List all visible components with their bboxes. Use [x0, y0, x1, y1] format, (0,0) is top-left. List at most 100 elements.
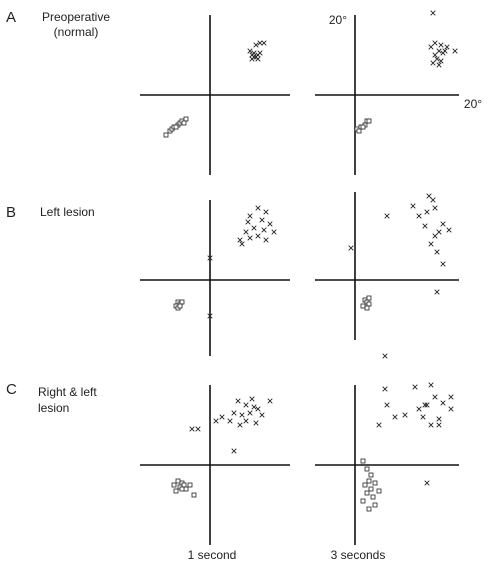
square-marker — [360, 458, 366, 464]
x-marker — [237, 237, 243, 243]
x-marker — [424, 402, 430, 408]
square-marker — [360, 498, 366, 504]
column-label: 1 second — [188, 548, 237, 562]
row-label: Preoperative — [42, 10, 110, 24]
square-marker — [171, 482, 177, 488]
x-marker — [448, 394, 454, 400]
x-marker — [432, 233, 438, 239]
x-marker — [438, 58, 444, 64]
square-marker — [181, 120, 187, 126]
x-marker — [251, 225, 257, 231]
x-marker — [213, 418, 219, 424]
x-marker — [207, 255, 213, 261]
x-marker — [434, 56, 440, 62]
x-marker — [430, 60, 436, 66]
x-marker — [422, 402, 428, 408]
x-marker — [243, 229, 249, 235]
x-marker — [227, 418, 233, 424]
square-marker — [370, 494, 376, 500]
square-marker — [179, 299, 185, 305]
square-marker — [181, 482, 187, 488]
square-marker — [175, 478, 181, 484]
x-marker — [255, 233, 261, 239]
x-marker — [257, 40, 263, 46]
x-marker — [384, 213, 390, 219]
x-marker — [255, 205, 261, 211]
x-marker — [231, 410, 237, 416]
square-marker — [191, 492, 197, 498]
square-marker — [368, 472, 374, 478]
x-marker — [247, 410, 253, 416]
square-marker — [372, 480, 378, 486]
x-marker — [436, 416, 442, 422]
row-label: (normal) — [54, 25, 99, 39]
square-marker — [368, 486, 374, 492]
square-marker — [183, 486, 189, 492]
square-marker — [366, 506, 372, 512]
x-marker — [261, 40, 267, 46]
x-marker — [426, 193, 432, 199]
x-marker — [410, 203, 416, 209]
square-marker — [356, 128, 362, 134]
square-marker — [177, 303, 183, 309]
x-marker — [442, 48, 448, 54]
x-marker — [207, 313, 213, 319]
square-marker — [366, 301, 372, 307]
x-marker — [424, 209, 430, 215]
x-marker — [253, 420, 259, 426]
row-label: lesion — [38, 401, 69, 415]
x-marker — [235, 398, 241, 404]
x-marker — [255, 406, 261, 412]
square-marker — [376, 488, 382, 494]
square-marker — [362, 482, 368, 488]
x-marker — [249, 52, 255, 58]
x-marker — [245, 219, 251, 225]
x-marker — [259, 217, 265, 223]
x-marker — [247, 213, 253, 219]
square-marker — [366, 478, 372, 484]
square-marker — [187, 482, 193, 488]
x-marker — [348, 245, 354, 251]
square-marker — [366, 118, 372, 124]
x-marker — [384, 402, 390, 408]
x-marker — [247, 48, 253, 54]
x-marker — [402, 412, 408, 418]
x-marker — [376, 422, 382, 428]
x-marker — [436, 48, 442, 54]
y-scale-label: 20° — [329, 13, 347, 27]
x-marker — [392, 414, 398, 420]
square-marker — [163, 132, 169, 138]
x-marker — [412, 384, 418, 390]
x-marker — [428, 382, 434, 388]
x-marker — [428, 241, 434, 247]
x-marker — [446, 227, 452, 233]
x-marker — [253, 42, 259, 48]
x-marker — [239, 412, 245, 418]
x-marker — [382, 353, 388, 359]
x-marker — [267, 221, 273, 227]
x-marker — [263, 209, 269, 215]
x-marker — [436, 422, 442, 428]
x-marker — [428, 44, 434, 50]
x-marker — [239, 241, 245, 247]
square-marker — [179, 486, 185, 492]
x-marker — [243, 402, 249, 408]
square-marker — [360, 124, 366, 130]
square-marker — [183, 116, 189, 122]
x-marker — [237, 422, 243, 428]
x-marker — [452, 48, 458, 54]
x-marker — [416, 406, 422, 412]
x-marker — [257, 50, 263, 56]
x-marker — [247, 235, 253, 241]
x-marker — [440, 400, 446, 406]
x-marker — [251, 404, 257, 410]
x-marker — [440, 221, 446, 227]
square-marker — [360, 303, 366, 309]
x-marker — [382, 386, 388, 392]
x-marker — [249, 396, 255, 402]
x-marker — [424, 480, 430, 486]
panel-letter: A — [6, 9, 16, 26]
square-marker — [173, 488, 179, 494]
x-marker — [436, 62, 442, 68]
square-marker — [364, 466, 370, 472]
